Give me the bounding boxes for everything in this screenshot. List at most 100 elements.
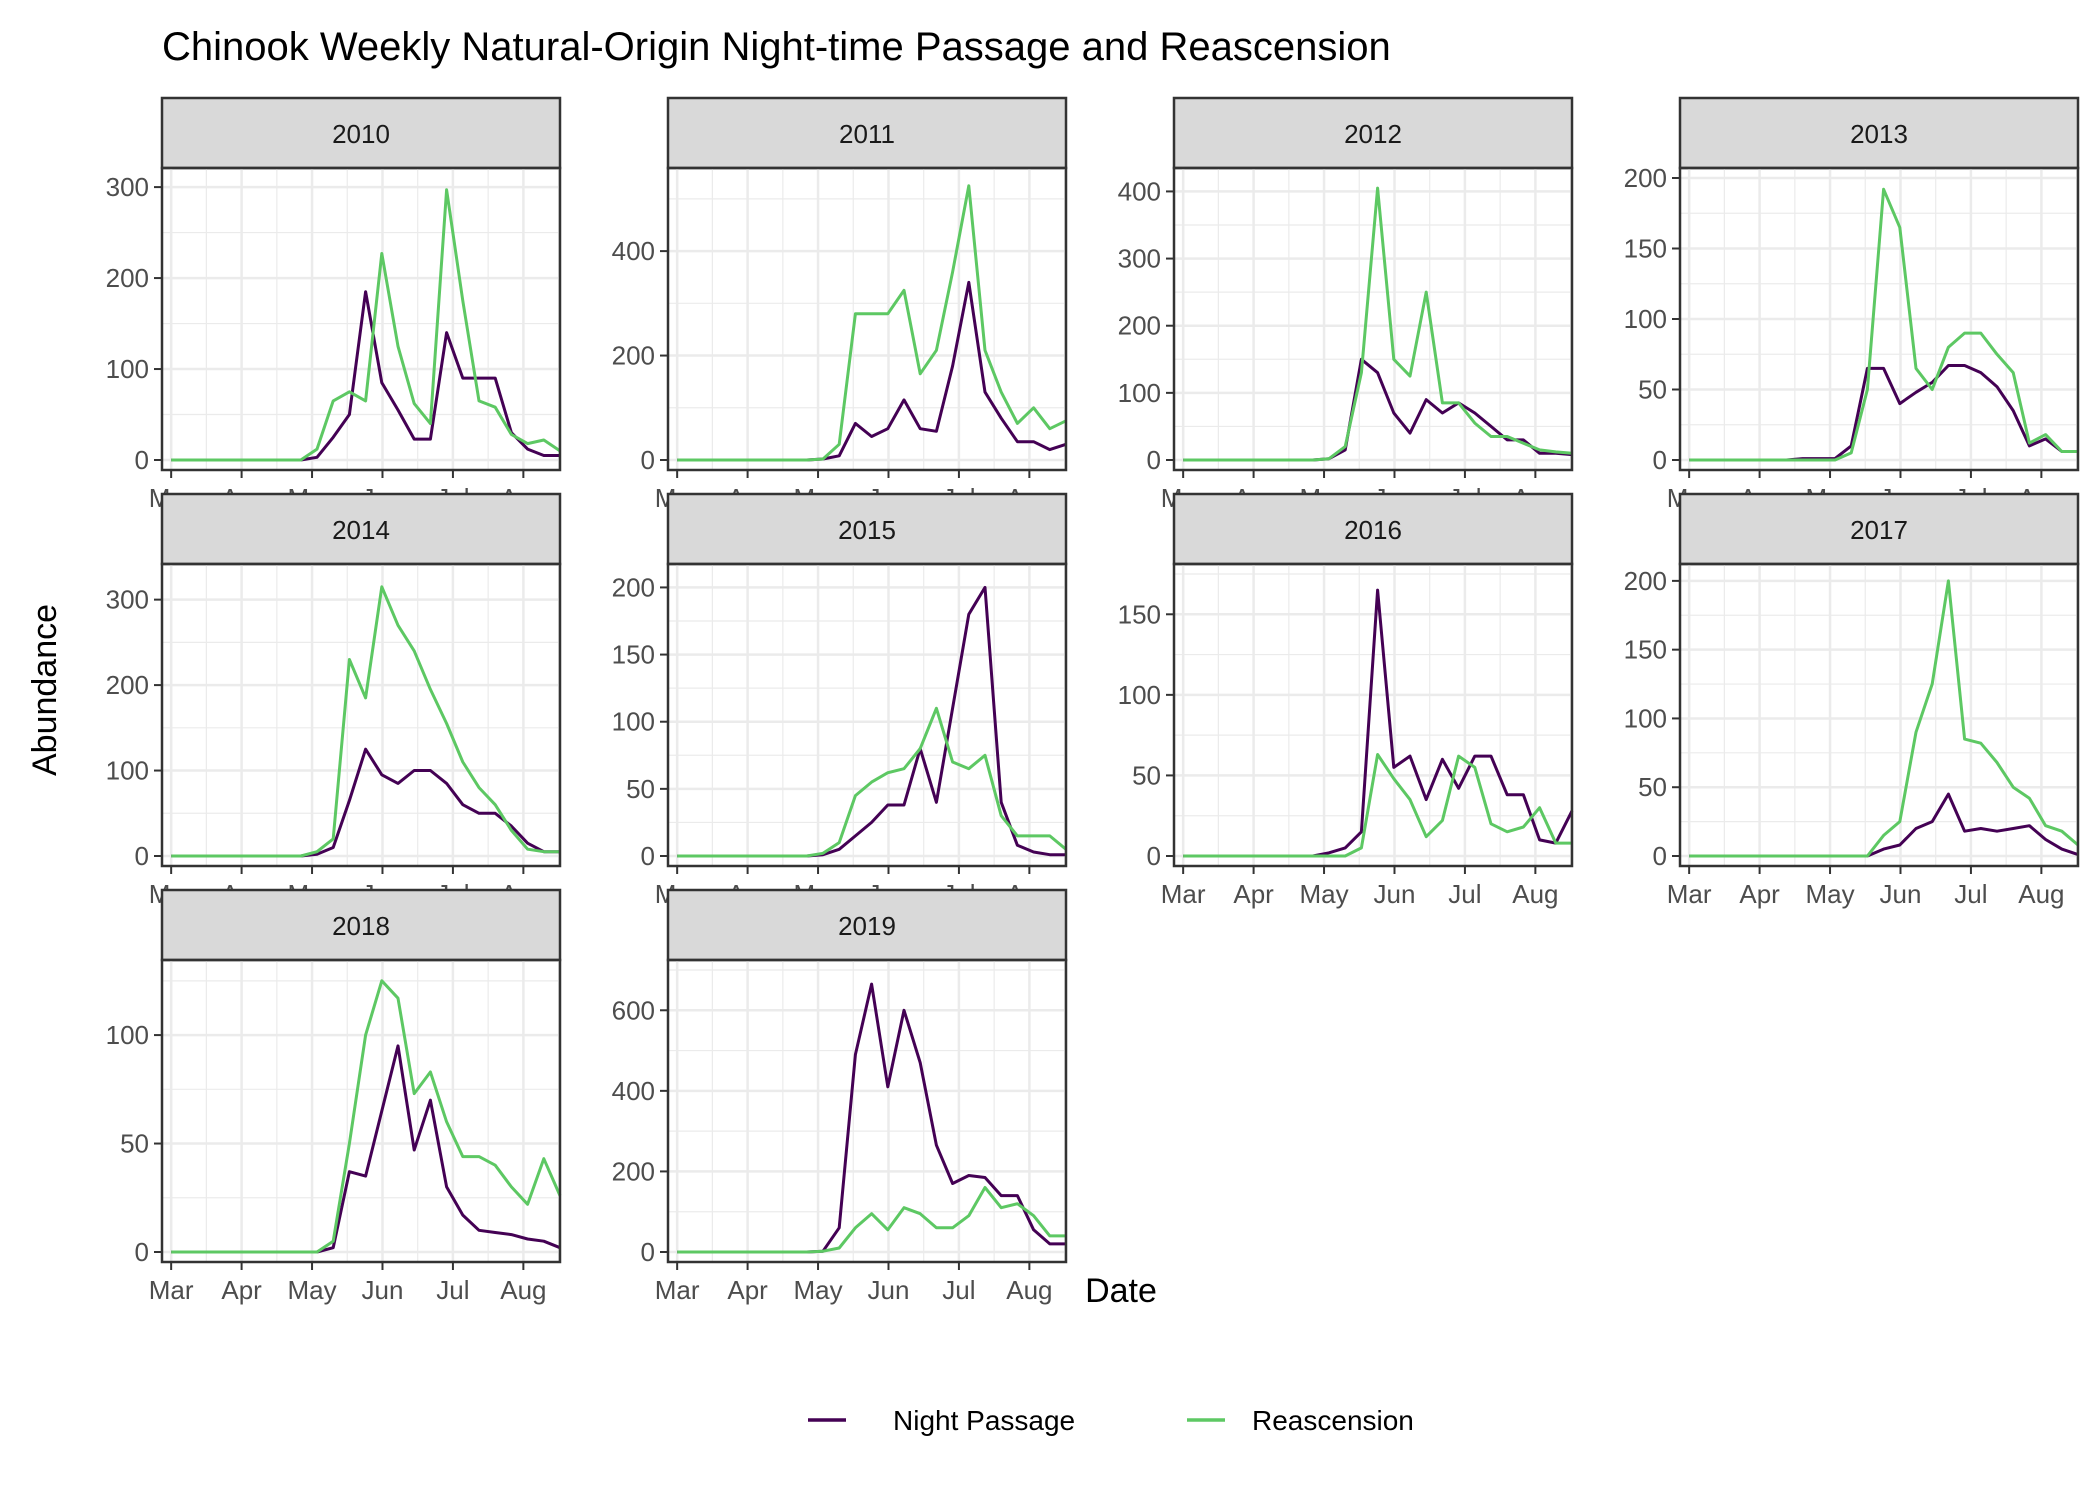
y-tick-label: 200 — [612, 572, 655, 602]
y-tick-label: 0 — [1653, 445, 1667, 475]
y-tick-label: 100 — [1118, 378, 1161, 408]
panel-border — [666, 958, 1068, 1264]
x-tick-label: Jul — [436, 1275, 469, 1305]
y-tick-label: 150 — [1118, 599, 1161, 629]
x-tick-label: Aug — [1512, 879, 1558, 909]
facet-strip-label: 2014 — [332, 515, 390, 545]
y-tick-label: 100 — [106, 354, 149, 384]
facet-strip — [160, 888, 562, 962]
facet-2013: 2013050100150200MarAprMayJunJulAug — [1624, 96, 2080, 513]
facet-2017: 2017 0 50 100 150 200 Mar Apr May Jun Jul Aug — [1624, 492, 2080, 909]
panel-border — [1678, 562, 2080, 868]
y-tick-label: 0 — [135, 841, 149, 871]
legend-label: Night Passage — [893, 1405, 1075, 1436]
y-tick-label: 0 — [1147, 841, 1161, 871]
y-axis-title: Abundance — [26, 604, 64, 776]
series-line-reascension — [1689, 187, 2078, 462]
series-line-night-passage — [677, 280, 1067, 462]
facet-strip-label: 2010 — [332, 119, 390, 149]
panel-border — [160, 166, 562, 472]
series-line-reascension — [1183, 753, 1572, 858]
series-line-reascension — [1183, 186, 1573, 462]
facet-strip-label: 2015 — [838, 515, 896, 545]
facet-strip-label: 2013 — [1850, 119, 1908, 149]
panel-border — [160, 562, 562, 868]
series-line-reascension — [677, 1186, 1066, 1254]
y-tick-label: 100 — [1624, 304, 1667, 334]
y-tick-label: 100 — [1624, 703, 1667, 733]
y-tick-label: 0 — [1147, 445, 1161, 475]
series-line-reascension — [677, 184, 1067, 462]
y-tick-label: 50 — [1132, 760, 1161, 790]
y-tick-label: 200 — [1624, 566, 1667, 596]
y-tick-label: 100 — [106, 1020, 149, 1050]
y-tick-label: 100 — [612, 707, 655, 737]
facet-strip-label: 2012 — [1344, 119, 1402, 149]
x-tick-label: May — [793, 1275, 842, 1305]
y-tick-label: 150 — [612, 640, 655, 670]
y-tick-label: 400 — [1118, 176, 1161, 206]
gridlines — [668, 960, 1066, 1262]
y-tick-label: 0 — [641, 445, 655, 475]
y-tick-label: 50 — [120, 1129, 149, 1159]
facet-strip — [1678, 492, 2080, 566]
x-tick-label: Jul — [1954, 879, 1987, 909]
facet-strip — [666, 888, 1068, 962]
y-tick-label: 200 — [106, 263, 149, 293]
panel-border — [1172, 562, 1574, 868]
x-tick-label: Mar — [655, 1275, 700, 1305]
x-tick-label: Aug — [2018, 879, 2064, 909]
x-tick-label: Apr — [1233, 879, 1274, 909]
facet-2018: 2018 0 50 100 Mar Apr May Jun Jul Aug — [106, 888, 562, 1305]
y-tick-label: 150 — [1624, 234, 1667, 264]
y-tick-label: 400 — [612, 1076, 655, 1106]
x-tick-label: Apr — [727, 1275, 768, 1305]
y-tick-label: 200 — [106, 670, 149, 700]
y-tick-label: 300 — [106, 585, 149, 615]
facet-strip-label: 2018 — [332, 911, 390, 941]
panel-border — [666, 166, 1068, 472]
series-line-reascension — [171, 979, 562, 1254]
y-tick-label: 200 — [1624, 163, 1667, 193]
panel-border — [160, 958, 562, 1264]
panel-border — [666, 562, 1068, 868]
x-tick-label: Jul — [942, 1275, 975, 1305]
y-tick-label: 0 — [135, 1237, 149, 1267]
facet-strip-label: 2017 — [1850, 515, 1908, 545]
gridlines — [162, 960, 560, 1262]
x-tick-label: Apr — [1739, 879, 1780, 909]
x-tick-label: Jun — [1374, 879, 1416, 909]
y-tick-label: 100 — [106, 756, 149, 786]
facet-strip — [1678, 96, 2080, 170]
series-line-reascension — [677, 706, 1067, 858]
y-tick-label: 300 — [106, 172, 149, 202]
x-tick-label: Aug — [500, 1275, 546, 1305]
series-line-night-passage — [1183, 357, 1573, 462]
facet-strip — [160, 96, 562, 170]
chart-title: Chinook Weekly Natural-Origin Night-time… — [162, 25, 1391, 69]
y-tick-label: 50 — [1638, 375, 1667, 405]
y-tick-label: 100 — [1118, 680, 1161, 710]
facet-strip — [1172, 96, 1574, 170]
y-tick-label: 0 — [135, 445, 149, 475]
y-tick-label: 0 — [641, 841, 655, 871]
y-tick-label: 200 — [612, 341, 655, 371]
legend: Night Passage Reascension — [808, 1405, 1414, 1436]
series-line-night-passage — [1689, 364, 2078, 462]
x-axis-title: Date — [1085, 1272, 1157, 1310]
facet-strip — [666, 96, 1068, 170]
panel-border — [1172, 166, 1574, 472]
gridlines — [1174, 168, 1572, 470]
y-tick-label: 200 — [1118, 311, 1161, 341]
series-line-night-passage — [171, 1044, 561, 1254]
y-tick-label: 400 — [612, 236, 655, 266]
facet-2015: 2015050100150200MarAprMayJunJulAug — [612, 492, 1068, 909]
facet-strip-label: 2016 — [1344, 515, 1402, 545]
facet-grid: 2010 0 100 200 300 Mar Apr May Jun Jul Aug 2011 0 200… — [106, 96, 2080, 1305]
y-tick-label: 0 — [641, 1237, 655, 1267]
facet-strip-label: 2019 — [838, 911, 896, 941]
gridlines — [162, 564, 560, 866]
series-line-reascension — [171, 585, 560, 858]
gridlines — [1680, 564, 2078, 866]
x-tick-label: Jul — [1448, 879, 1481, 909]
